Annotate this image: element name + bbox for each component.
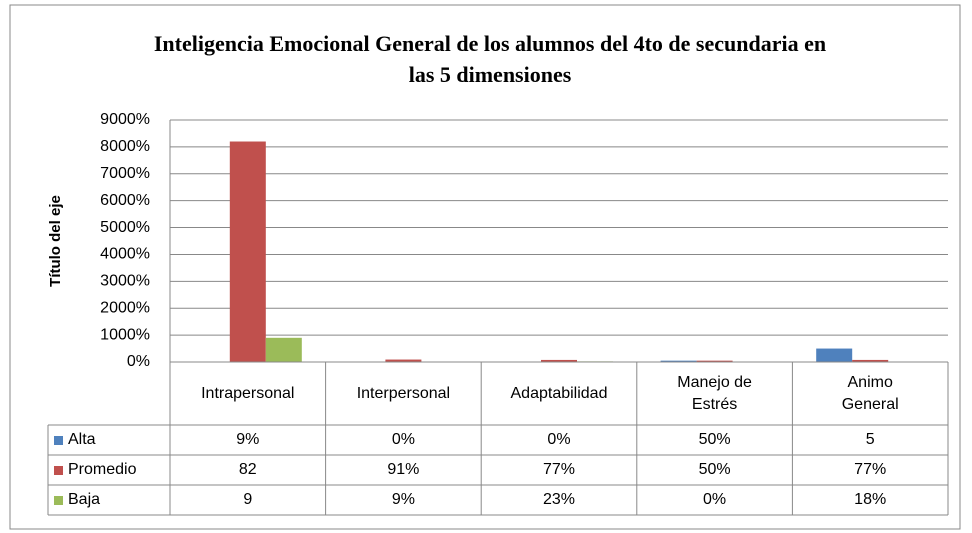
chart-border: [9, 4, 961, 530]
legend-label: Promedio: [68, 461, 137, 478]
y-tick-label: 7000%: [100, 165, 150, 182]
table-value: 82: [238, 461, 257, 478]
table-value: 23%: [542, 491, 575, 508]
bar: [660, 360, 697, 362]
x-tick-label: Interpersonal: [356, 384, 451, 402]
x-tick-label: Animo General: [841, 373, 899, 413]
y-tick-label: 4000%: [100, 246, 150, 263]
y-tick-label: 9000%: [100, 111, 150, 128]
y-tick-label: 0%: [127, 353, 150, 370]
table-value: 0%: [391, 431, 415, 448]
x-tick-label: Manejo de Estrés: [677, 373, 752, 413]
bar: [816, 348, 853, 362]
table-value: 9: [243, 491, 253, 508]
legend-label: Alta: [68, 431, 96, 448]
legend-key: [54, 465, 63, 475]
table-value: 9%: [236, 431, 260, 448]
bar: [385, 359, 422, 362]
bar: [265, 337, 302, 362]
table-value: 77%: [854, 461, 887, 478]
legend-entry: Baja: [48, 485, 170, 515]
table-value: 18%: [854, 491, 887, 508]
category-cell: Intrapersonal: [170, 362, 326, 425]
table-value: 0%: [547, 431, 571, 448]
legend-key: [54, 495, 63, 505]
title-box: Inteligencia Emocional General de los al…: [153, 31, 827, 87]
legend-entry: Alta: [48, 425, 170, 455]
bar: [852, 359, 889, 362]
chart-title: Inteligencia Emocional General de los al…: [153, 31, 827, 87]
y-tick-label: 5000%: [100, 219, 150, 236]
y-axis-label: Título del eje: [47, 195, 64, 287]
x-tick-label: Adaptabilidad: [510, 384, 608, 402]
y-tick-label: 6000%: [100, 192, 150, 209]
category-cell: Interpersonal: [326, 362, 482, 425]
table-value: 91%: [387, 461, 420, 478]
table-value: 77%: [542, 461, 575, 478]
category-cell: Adaptabilidad: [481, 362, 637, 425]
table-value: 50%: [698, 461, 731, 478]
table-value: 0%: [703, 491, 727, 508]
category-cell: Animo General: [792, 362, 948, 425]
legend-entry: Promedio: [48, 455, 170, 485]
category-cell: Manejo de Estrés: [637, 362, 793, 425]
y-tick-label: 8000%: [100, 138, 150, 155]
x-tick-label: Intrapersonal: [201, 384, 295, 402]
bar: [696, 360, 733, 362]
bar: [229, 141, 266, 362]
legend-label: Baja: [68, 491, 101, 508]
legend-key: [54, 435, 63, 445]
table-value: 5: [865, 431, 875, 448]
table-value: 50%: [698, 431, 731, 448]
y-tick-label: 3000%: [100, 273, 150, 290]
bar: [541, 359, 577, 362]
y-tick-label: 1000%: [100, 326, 150, 343]
table-value: 9%: [391, 491, 415, 508]
y-tick-label: 2000%: [100, 299, 150, 316]
